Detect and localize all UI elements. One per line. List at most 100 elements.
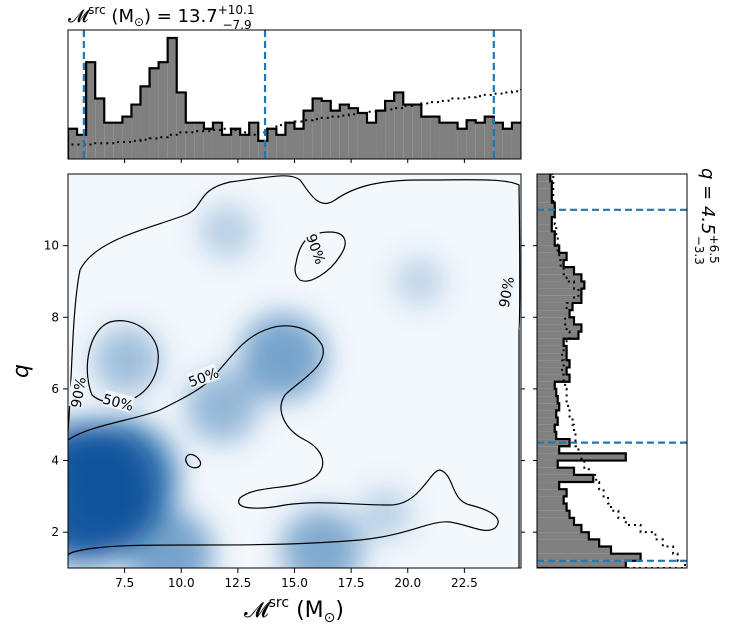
contour-label-bg-1 xyxy=(494,275,516,309)
top-posterior-bar xyxy=(122,116,132,159)
right-posterior-bar xyxy=(537,224,552,232)
top-posterior-bar xyxy=(484,116,494,159)
y-tick-label: 2 xyxy=(51,525,59,539)
right-posterior-bar xyxy=(537,31,552,38)
right-posterior-bar xyxy=(537,167,552,174)
y-tick-label: 8 xyxy=(51,310,59,324)
top-posterior-bar xyxy=(104,122,114,159)
right-posterior-bar xyxy=(537,67,549,74)
right-posterior-bar xyxy=(537,117,552,124)
top-posterior-bar xyxy=(294,128,304,159)
top-posterior-bar xyxy=(167,38,177,159)
right-posterior-bar xyxy=(537,496,564,504)
right-posterior-bar xyxy=(537,231,555,239)
top-posterior-bar xyxy=(603,125,612,159)
right-posterior-bar xyxy=(537,302,573,311)
right-posterior-bar xyxy=(537,446,560,454)
top-prior-outline xyxy=(68,89,521,159)
top-posterior-bar xyxy=(303,110,313,159)
top-posterior-bar xyxy=(194,122,204,159)
top-posterior-bar xyxy=(584,125,593,159)
right-posterior-bar xyxy=(537,431,557,440)
right-posterior-bar xyxy=(537,131,549,138)
right-posterior-bar xyxy=(537,324,582,332)
right-posterior-bar xyxy=(537,317,574,325)
top-posterior-bar xyxy=(258,140,268,159)
top-posterior-bar xyxy=(330,110,340,159)
right-posterior-bar xyxy=(537,525,582,533)
top-posterior-bar xyxy=(77,134,87,159)
x-tick-label: 10.0 xyxy=(168,576,195,590)
right-posterior-bar xyxy=(537,331,579,339)
contour-label-1: 90% xyxy=(497,275,518,308)
right-posterior-bar xyxy=(537,267,574,275)
right-posterior-bar xyxy=(537,95,550,102)
top-posterior-bar xyxy=(630,132,639,159)
top-posterior-bar xyxy=(648,123,657,159)
top-posterior-bar xyxy=(575,125,584,159)
density-blob-7 xyxy=(198,203,255,260)
main-y-ticks: 2 4 6 8 10 xyxy=(44,239,537,539)
density-blob-8 xyxy=(358,487,412,542)
top-posterior-bar xyxy=(140,86,150,159)
density-blob-2 xyxy=(126,510,214,568)
right-posterior-bar xyxy=(537,216,552,225)
top-posterior-bar xyxy=(502,128,512,159)
top-posterior-bar xyxy=(702,132,711,159)
top-posterior-bar xyxy=(348,108,358,159)
top-posterior-bar xyxy=(321,100,331,159)
x-tick-label: 15.0 xyxy=(281,576,308,590)
top-posterior-bar xyxy=(312,98,322,159)
top-posterior-bar xyxy=(548,129,557,159)
right-posterior-bar xyxy=(537,281,585,289)
right-marginal-panel: q = 4.5+6.5−3.3 xyxy=(536,9,721,569)
right-posterior-bar xyxy=(537,374,570,382)
contour-labels: 90%90%90% 50%50% xyxy=(68,231,518,415)
top-posterior-bar xyxy=(366,122,377,159)
top-posterior-bar xyxy=(203,128,213,159)
contour-label-2: 90% xyxy=(69,376,90,409)
right-posterior-bar xyxy=(537,560,626,568)
top-posterior-bar xyxy=(457,128,467,159)
right-posterior-bar xyxy=(537,195,552,203)
right-posterior-bar xyxy=(537,274,582,282)
right-posterior-bar xyxy=(537,396,558,404)
top-posterior-bar xyxy=(339,104,349,159)
right-posterior-bar xyxy=(537,9,552,16)
top-posterior-bar xyxy=(276,134,286,159)
contour-label-bg-0 xyxy=(304,231,330,266)
right-posterior-bar xyxy=(537,482,560,490)
right-posterior-histogram xyxy=(537,9,642,568)
right-posterior-bar xyxy=(537,24,550,31)
right-posterior-bar xyxy=(537,74,550,81)
density-blob-5 xyxy=(185,370,259,444)
right-posterior-bar xyxy=(537,153,552,160)
top-posterior-bar xyxy=(475,122,485,159)
right-posterior-bar xyxy=(537,510,570,518)
top-posterior-bar xyxy=(711,132,720,159)
right-posterior-bar xyxy=(537,388,557,397)
top-posterior-bar xyxy=(376,110,386,159)
top-posterior-bar xyxy=(212,122,223,159)
top-posterior-bar xyxy=(385,100,395,159)
right-posterior-bar xyxy=(537,489,567,497)
top-posterior-bar xyxy=(421,116,431,159)
right-posterior-bar xyxy=(537,539,600,547)
right-posterior-bar xyxy=(537,88,549,95)
right-posterior-bar xyxy=(537,174,551,182)
top-posterior-bar xyxy=(158,62,168,159)
top-posterior-bar xyxy=(675,129,684,159)
top-posterior-bar xyxy=(430,116,440,159)
top-posterior-bar xyxy=(720,132,729,159)
top-posterior-bar xyxy=(185,122,195,159)
contour-label-bg-3 xyxy=(101,389,135,413)
main-x-ticks: 7.5 10.0 12.5 15.0 17.5 20.0 22.5 xyxy=(115,159,478,590)
x-tick-label: 22.5 xyxy=(451,576,478,590)
right-posterior-bar xyxy=(537,453,626,461)
x-tick-label: 20.0 xyxy=(394,576,421,590)
right-marginal-label: q = 4.5+6.5−3.3 xyxy=(692,168,721,265)
right-posterior-bar xyxy=(537,503,567,511)
right-posterior-bar xyxy=(537,202,555,210)
right-posterior-bar xyxy=(537,245,560,253)
top-posterior-bar xyxy=(666,129,675,159)
